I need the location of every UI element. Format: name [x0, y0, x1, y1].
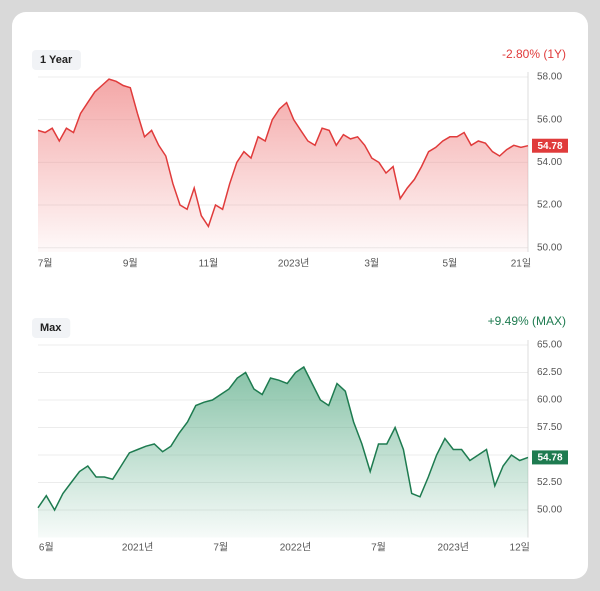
- x-tick-label: 2023년: [438, 542, 469, 554]
- line: [37, 365, 529, 512]
- x-tick-label: 7월: [38, 258, 53, 270]
- y-tick-label: 57.50: [537, 422, 562, 433]
- y-tick-label: 56.00: [537, 114, 562, 125]
- chart-title: Max: [40, 322, 62, 334]
- area: [38, 79, 528, 252]
- y-tick-label: 54.00: [537, 157, 562, 168]
- title-box: [32, 318, 71, 338]
- current-value-label: 54.78: [537, 141, 562, 152]
- y-tick-label: 52.00: [537, 200, 562, 211]
- current-value-marker: [532, 138, 568, 153]
- change-label: -2.80% (1Y): [502, 47, 566, 61]
- y-tick-label: 58.00: [537, 72, 562, 83]
- y-tick-label: 62.50: [537, 367, 562, 378]
- x-tick-label: 2021년: [122, 542, 153, 554]
- y-tick-label: 50.00: [537, 242, 562, 253]
- x-tick-label: 7월: [371, 542, 386, 554]
- chart-title: 1 Year: [40, 54, 73, 66]
- x-tick-label: 3월: [364, 258, 379, 270]
- line: [37, 78, 529, 229]
- y-tick-label: 60.00: [537, 395, 562, 406]
- x-tick-label: 2022년: [280, 542, 311, 554]
- change-label: +9.49% (MAX): [488, 314, 566, 328]
- x-tick-label: 5월: [443, 258, 458, 270]
- x-tick-label: 2023년: [278, 258, 309, 270]
- y-tick-label: 50.00: [537, 505, 562, 516]
- y-tick-label: 52.50: [537, 477, 562, 488]
- x-tick-label: 12일: [510, 542, 530, 554]
- x-tick-label: 7월: [213, 542, 228, 554]
- current-value-label: 54.78: [537, 453, 562, 464]
- y-tick-label: 65.00: [537, 340, 562, 351]
- x-tick-label: 21일: [511, 258, 531, 270]
- current-value-marker: [532, 450, 568, 465]
- x-tick-label: 9월: [123, 258, 138, 270]
- title-box: [32, 50, 81, 70]
- area: [38, 367, 528, 538]
- x-tick-label: 11월: [199, 258, 219, 270]
- x-tick-label: 6월: [39, 542, 54, 554]
